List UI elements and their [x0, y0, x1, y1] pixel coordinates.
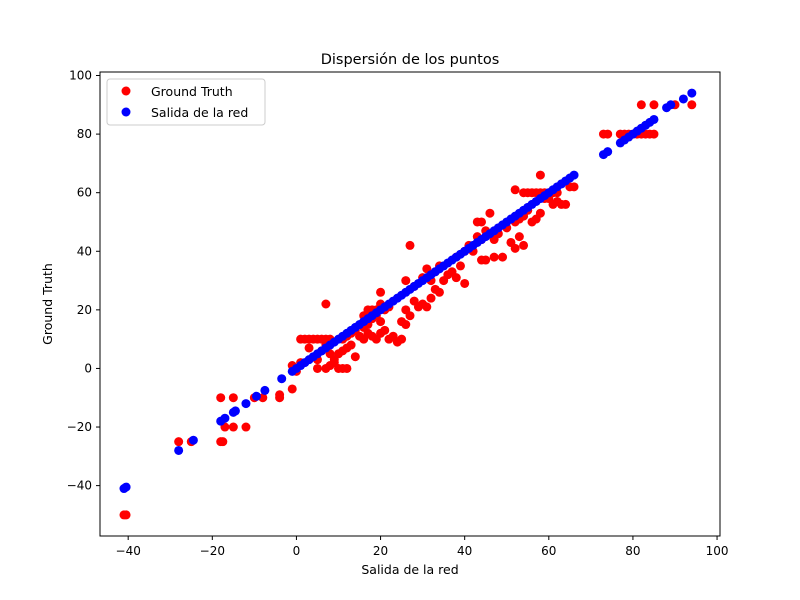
- point-ground-truth: [397, 334, 407, 344]
- point-salida-de-la-red: [230, 406, 240, 416]
- point-ground-truth: [121, 510, 131, 520]
- point-ground-truth: [216, 393, 226, 403]
- point-ground-truth: [312, 363, 322, 373]
- y-axis-label: Ground Truth: [40, 263, 55, 345]
- point-salida-de-la-red: [241, 399, 251, 409]
- point-salida-de-la-red: [687, 88, 697, 98]
- x-tick-label: 60: [541, 544, 556, 558]
- point-ground-truth: [477, 217, 487, 227]
- legend-box: [106, 78, 266, 126]
- point-ground-truth: [649, 129, 659, 139]
- point-ground-truth: [342, 363, 352, 373]
- point-ground-truth: [422, 302, 432, 312]
- legend-label-ground-truth: Ground Truth: [151, 84, 233, 99]
- point-ground-truth: [401, 320, 411, 330]
- point-ground-truth: [451, 273, 461, 283]
- point-ground-truth: [603, 129, 613, 139]
- point-ground-truth: [481, 255, 491, 265]
- point-salida-de-la-red: [678, 94, 688, 104]
- point-ground-truth: [510, 185, 520, 195]
- point-ground-truth: [218, 437, 228, 447]
- y-tick-label: 100: [69, 69, 92, 83]
- point-ground-truth: [514, 232, 524, 242]
- x-axis-label: Salida de la red: [361, 562, 458, 577]
- point-ground-truth: [569, 182, 579, 192]
- y-tick-label: 0: [84, 361, 92, 375]
- series-salida-de-la-red: [119, 88, 697, 494]
- point-ground-truth: [380, 325, 390, 335]
- chart-title: Dispersión de los puntos: [321, 52, 500, 68]
- plot-area: [100, 72, 720, 536]
- point-ground-truth: [304, 343, 314, 353]
- point-ground-truth: [275, 393, 285, 403]
- x-tick-label: 100: [706, 544, 729, 558]
- point-salida-de-la-red: [220, 413, 230, 423]
- point-salida-de-la-red: [188, 435, 198, 445]
- point-ground-truth: [174, 437, 184, 447]
- point-ground-truth: [460, 278, 470, 288]
- points-layer: [119, 88, 697, 520]
- point-ground-truth: [401, 276, 411, 286]
- point-salida-de-la-red: [260, 385, 270, 395]
- point-salida-de-la-red: [569, 170, 579, 180]
- point-ground-truth: [376, 317, 386, 327]
- x-tick-label: 80: [625, 544, 640, 558]
- point-ground-truth: [687, 100, 697, 110]
- point-ground-truth: [489, 252, 499, 262]
- point-ground-truth: [649, 100, 659, 110]
- y-tick-label: −40: [67, 479, 92, 493]
- point-ground-truth: [228, 422, 238, 432]
- point-ground-truth: [321, 299, 331, 309]
- point-salida-de-la-red: [277, 374, 287, 384]
- point-ground-truth: [535, 170, 545, 180]
- y-tick-label: 40: [77, 244, 92, 258]
- point-ground-truth: [455, 261, 465, 271]
- point-ground-truth: [426, 293, 436, 303]
- x-tick-label: −20: [200, 544, 225, 558]
- point-ground-truth: [519, 240, 529, 250]
- point-salida-de-la-red: [666, 100, 676, 110]
- y-tick-label: 80: [77, 127, 92, 141]
- x-tick-label: 20: [373, 544, 388, 558]
- point-ground-truth: [535, 208, 545, 218]
- y-tick-label: 60: [77, 186, 92, 200]
- point-salida-de-la-red: [251, 391, 261, 401]
- point-ground-truth: [376, 287, 386, 297]
- point-ground-truth: [405, 311, 415, 321]
- point-ground-truth: [485, 208, 495, 218]
- y-tick-label: 20: [77, 303, 92, 317]
- legend: Ground Truth Salida de la red: [106, 78, 266, 126]
- x-tick-label: 0: [293, 544, 301, 558]
- x-tick-label: 40: [457, 544, 472, 558]
- point-ground-truth: [498, 252, 508, 262]
- point-ground-truth: [506, 237, 516, 247]
- point-ground-truth: [287, 384, 297, 394]
- point-ground-truth: [241, 422, 251, 432]
- point-salida-de-la-red: [174, 445, 184, 455]
- point-salida-de-la-red: [649, 114, 659, 124]
- point-ground-truth: [346, 340, 356, 350]
- plot-frame: [99, 71, 721, 537]
- x-tick-label: −40: [116, 544, 141, 558]
- point-ground-truth: [329, 358, 339, 368]
- point-ground-truth: [434, 287, 444, 297]
- point-ground-truth: [561, 199, 571, 209]
- point-salida-de-la-red: [121, 482, 131, 492]
- y-tick-label: −20: [67, 420, 92, 434]
- legend-marker-salida-de-la-red: [121, 107, 131, 117]
- point-salida-de-la-red: [603, 147, 613, 157]
- point-ground-truth: [228, 393, 238, 403]
- point-ground-truth: [350, 352, 360, 362]
- ticks-layer: −40 −20 0 20 40 60 80 100 −40 −20 0 20 40 60 80 100: [67, 69, 729, 558]
- point-ground-truth: [405, 240, 415, 250]
- legend-marker-ground-truth: [121, 86, 131, 96]
- point-ground-truth: [636, 100, 646, 110]
- legend-label-salida-de-la-red: Salida de la red: [151, 105, 248, 120]
